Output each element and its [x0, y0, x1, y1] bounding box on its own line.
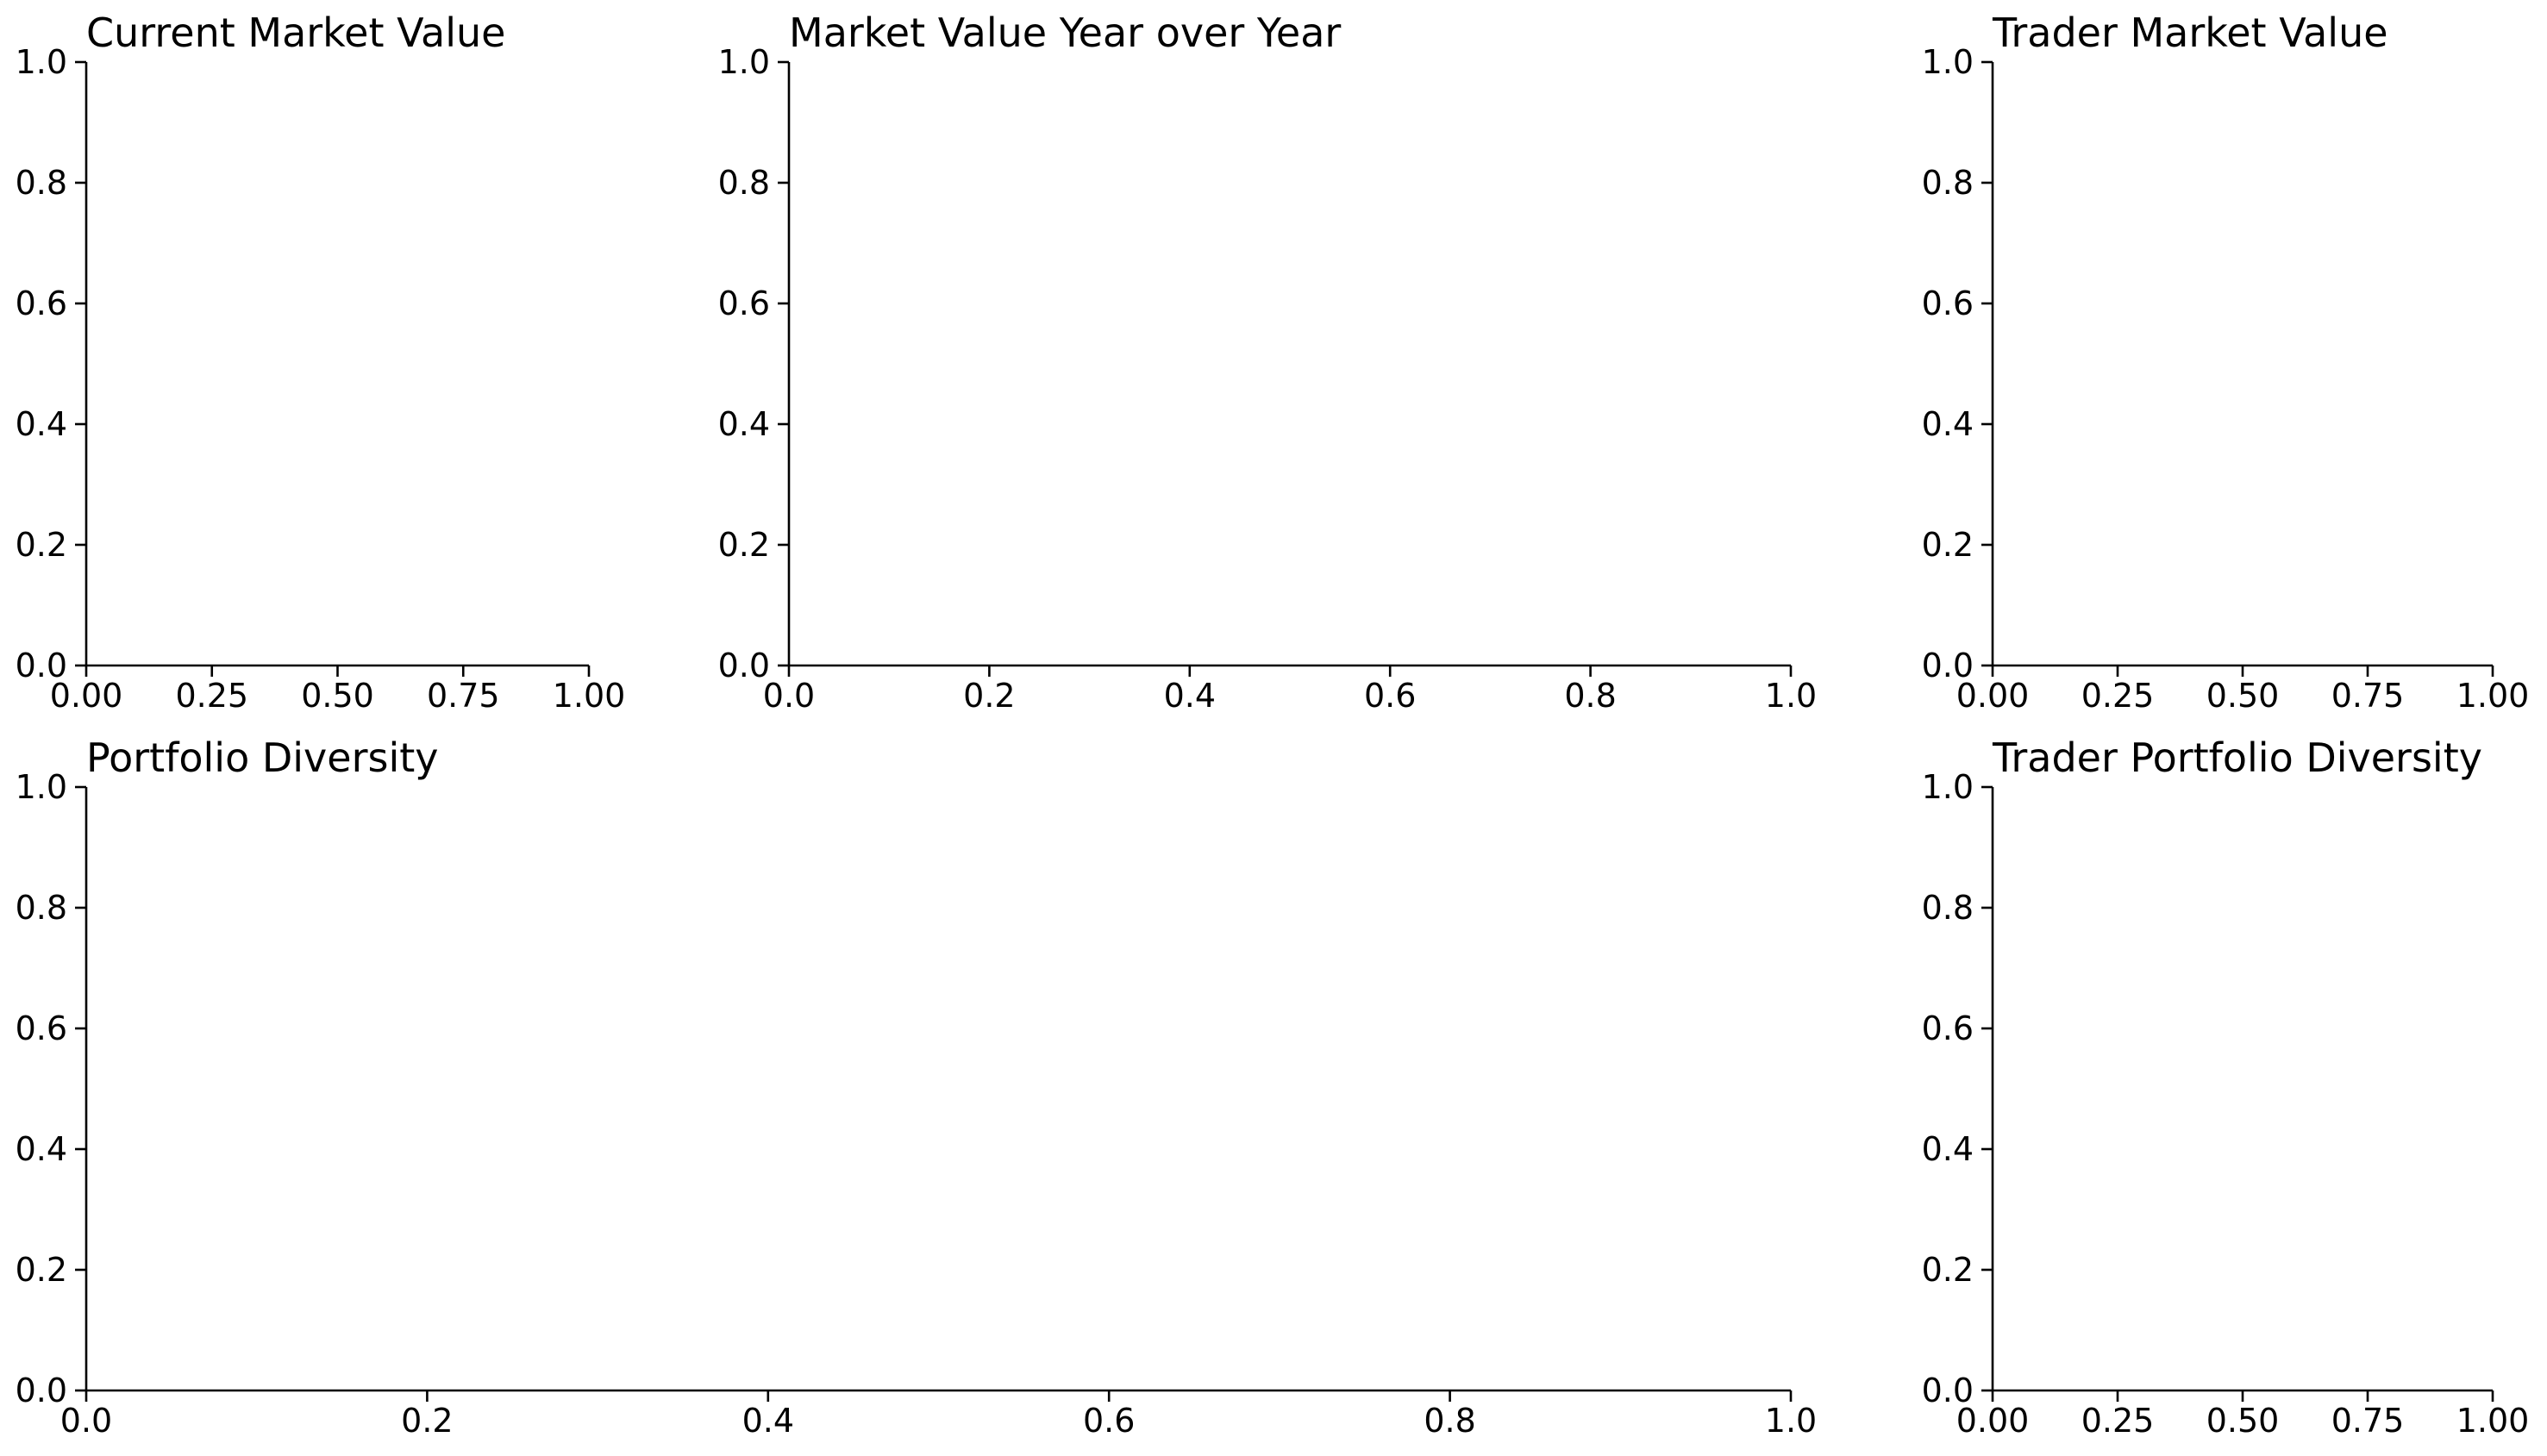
- trader-market-value-y-tick-label: 0.8: [1922, 164, 1974, 202]
- trader-market-value-x-tick-label: 0.25: [2081, 677, 2155, 715]
- trader-market-value-title: Trader Market Value: [1992, 9, 2388, 56]
- trader-portfolio-diversity-x-tick-label: 0.75: [2331, 1402, 2405, 1440]
- market-value-yoy-y-tick-label: 0.8: [718, 164, 770, 202]
- trader-portfolio-diversity-y-tick-label: 0.6: [1922, 1009, 1974, 1047]
- market-value-yoy-x-tick-label: 0.0: [763, 677, 815, 715]
- portfolio-diversity-x-tick-label: 0.2: [401, 1402, 453, 1440]
- portfolio-diversity-x-tick-label: 0.8: [1424, 1402, 1475, 1440]
- portfolio-diversity-x-tick-label: 0.0: [60, 1402, 112, 1440]
- trader-portfolio-diversity-x-tick-label: 1.00: [2456, 1402, 2530, 1440]
- current-market-value-y-tick-label: 0.8: [16, 164, 67, 202]
- trader-market-value-y-tick-label: 0.2: [1922, 526, 1974, 564]
- market-value-yoy-panel: Market Value Year over Year 0.0 0.2 0.4 0.6 0…: [718, 9, 1818, 715]
- portfolio-diversity-y-tick-label: 0.4: [16, 1130, 67, 1168]
- portfolio-diversity-title: Portfolio Diversity: [86, 734, 439, 781]
- trader-market-value-x-tick-label: 0.75: [2331, 677, 2405, 715]
- trader-portfolio-diversity-x-tick-label: 0.00: [1956, 1402, 2030, 1440]
- trader-portfolio-diversity-y-tick-label: 0.4: [1922, 1130, 1974, 1168]
- portfolio-diversity-y-tick-label: 0.6: [16, 1009, 67, 1047]
- trader-market-value-y-tick-label: 1.0: [1922, 43, 1974, 81]
- trader-portfolio-diversity-y-tick-label: 1.0: [1922, 768, 1974, 806]
- trader-portfolio-diversity-x-tick-label: 0.50: [2206, 1402, 2280, 1440]
- current-market-value-x-tick-label: 0.50: [301, 677, 374, 715]
- market-value-yoy-title: Market Value Year over Year: [789, 9, 1341, 56]
- current-market-value-x-tick-label: 0.75: [427, 677, 500, 715]
- current-market-value-x-tick-label: 0.00: [50, 677, 123, 715]
- trader-portfolio-diversity-title: Trader Portfolio Diversity: [1992, 734, 2482, 781]
- current-market-value-y-tick-label: 0.6: [16, 284, 67, 322]
- trader-market-value-x-tick-label: 0.00: [1956, 677, 2030, 715]
- market-value-yoy-y-tick-label: 0.2: [718, 526, 770, 564]
- market-value-yoy-y-tick-label: 0.6: [718, 284, 770, 322]
- trader-portfolio-diversity-y-tick-label: 0.2: [1922, 1251, 1974, 1289]
- market-value-yoy-x-tick-label: 0.8: [1564, 677, 1616, 715]
- portfolio-diversity-y-tick-label: 0.2: [16, 1251, 67, 1289]
- portfolio-diversity-x-tick-label: 0.4: [742, 1402, 794, 1440]
- current-market-value-y-tick-label: 0.4: [16, 405, 67, 443]
- portfolio-diversity-panel: Portfolio Diversity 0.0 0.2 0.4 0.6 0.8 1.0 0.0…: [16, 734, 1818, 1440]
- market-value-yoy-x-tick-label: 0.6: [1364, 677, 1416, 715]
- trader-market-value-y-tick-label: 0.6: [1922, 284, 1974, 322]
- market-value-yoy-y-tick-label: 0.0: [718, 647, 770, 684]
- portfolio-diversity-y-tick-label: 1.0: [16, 768, 67, 806]
- current-market-value-title: Current Market Value: [86, 9, 505, 56]
- current-market-value-x-tick-label: 0.25: [175, 677, 248, 715]
- current-market-value-y-tick-label: 0.0: [16, 647, 67, 684]
- trader-portfolio-diversity-y-tick-label: 0.0: [1922, 1372, 1974, 1409]
- trader-portfolio-diversity-x-tick-label: 0.25: [2081, 1402, 2155, 1440]
- market-value-yoy-x-tick-label: 0.2: [963, 677, 1015, 715]
- current-market-value-y-tick-label: 0.2: [16, 526, 67, 564]
- portfolio-diversity-x-tick-label: 0.6: [1083, 1402, 1135, 1440]
- market-value-yoy-x-tick-label: 0.4: [1164, 677, 1216, 715]
- portfolio-diversity-y-tick-label: 0.0: [16, 1372, 67, 1409]
- trader-portfolio-diversity-y-tick-label: 0.8: [1922, 889, 1974, 927]
- trader-market-value-panel: Trader Market Value 0.00 0.25 0.50 0.75 1.00 0…: [1922, 9, 2530, 715]
- current-market-value-x-tick-label: 1.00: [553, 677, 626, 715]
- portfolio-diversity-y-tick-label: 0.8: [16, 889, 67, 927]
- market-value-yoy-x-tick-label: 1.0: [1765, 677, 1817, 715]
- market-value-yoy-y-tick-label: 1.0: [718, 43, 770, 81]
- trader-market-value-y-tick-label: 0.0: [1922, 647, 1974, 684]
- current-market-value-y-tick-label: 1.0: [16, 43, 67, 81]
- trader-market-value-y-tick-label: 0.4: [1922, 405, 1974, 443]
- trader-portfolio-diversity-panel: Trader Portfolio Diversity 0.00 0.25 0.50 0.…: [1922, 734, 2530, 1440]
- portfolio-diversity-x-tick-label: 1.0: [1765, 1402, 1817, 1440]
- market-value-yoy-y-tick-label: 0.4: [718, 405, 770, 443]
- trader-market-value-x-tick-label: 0.50: [2206, 677, 2280, 715]
- trader-market-value-x-tick-label: 1.00: [2456, 677, 2530, 715]
